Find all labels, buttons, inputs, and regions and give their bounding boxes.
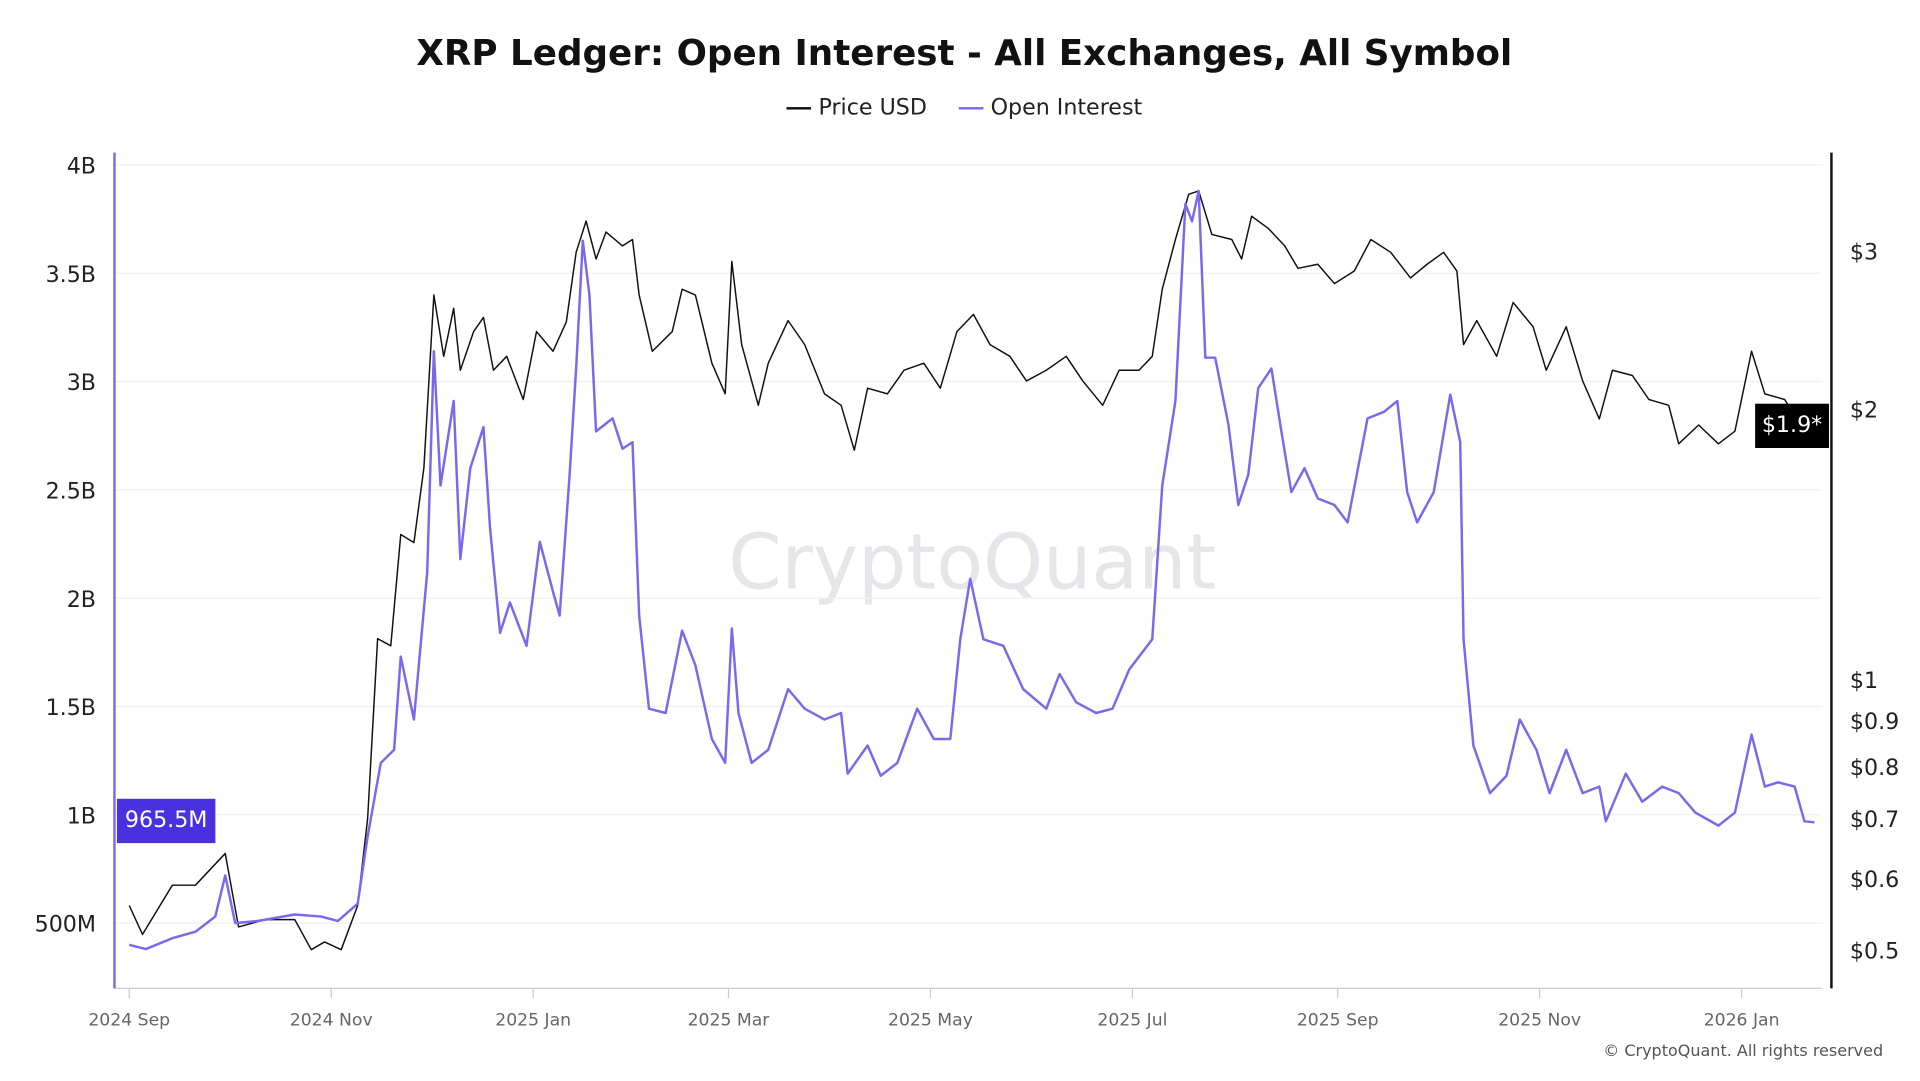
legend-swatch-price bbox=[786, 107, 812, 110]
y-right-tick-label: $2 bbox=[1850, 398, 1878, 424]
y-left-tick-label: 1B bbox=[67, 803, 96, 829]
y-right-tick-label: $3 bbox=[1850, 240, 1878, 266]
y-right-tick-label: $0.9 bbox=[1850, 709, 1899, 735]
legend: Price USD Open Interest bbox=[0, 95, 1920, 121]
legend-label-price: Price USD bbox=[818, 94, 927, 121]
y-left-tick-label: 4B bbox=[67, 154, 96, 180]
x-tick-label: 2025 Mar bbox=[688, 1010, 771, 1030]
x-tick-label: 2025 Nov bbox=[1498, 1010, 1581, 1030]
x-tick-label: 2024 Nov bbox=[290, 1010, 373, 1030]
legend-item-open-interest[interactable]: Open Interest bbox=[958, 94, 1143, 121]
y-right-tick-label: $0.5 bbox=[1850, 938, 1899, 964]
legend-swatch-open-interest bbox=[958, 107, 984, 110]
open-interest-current-label: 965.5M bbox=[116, 798, 216, 844]
y-right-tick-label: $0.7 bbox=[1850, 807, 1899, 833]
y-left-tick-label: 2B bbox=[67, 587, 96, 613]
x-tick-label: 2024 Sep bbox=[88, 1010, 170, 1030]
x-tick-label: 2025 Jan bbox=[495, 1010, 571, 1030]
copyright: © CryptoQuant. All rights reserved bbox=[1603, 1042, 1884, 1061]
y-right-tick-label: $0.8 bbox=[1850, 755, 1899, 781]
x-tick-label: 2026 Jan bbox=[1704, 1010, 1780, 1030]
price-usd-line bbox=[128, 190, 1815, 951]
x-tick-label: 2025 May bbox=[888, 1010, 973, 1030]
y-left-tick-label: 1.5B bbox=[46, 695, 96, 721]
price-current-label: $1.9* bbox=[1755, 403, 1829, 449]
y-left-tick-label: 3.5B bbox=[46, 262, 96, 288]
y-left-tick-label: 3B bbox=[67, 370, 96, 396]
y-right-tick-label: $0.6 bbox=[1850, 867, 1899, 893]
y-left-tick-label: 2.5B bbox=[46, 478, 96, 504]
chart-title: XRP Ledger: Open Interest - All Exchange… bbox=[416, 32, 1513, 74]
open-interest-line bbox=[128, 189, 1815, 951]
legend-label-open-interest: Open Interest bbox=[990, 94, 1143, 121]
y-left-tick-label: 500M bbox=[35, 912, 96, 938]
legend-item-price[interactable]: Price USD bbox=[786, 94, 927, 121]
y-right-tick-label: $1 bbox=[1850, 668, 1878, 694]
x-tick-label: 2025 Jul bbox=[1097, 1010, 1167, 1030]
x-tick-label: 2025 Sep bbox=[1297, 1010, 1379, 1030]
